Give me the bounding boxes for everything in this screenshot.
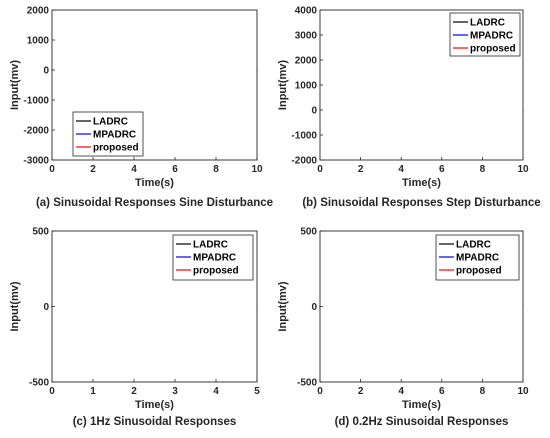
x-axis-label: Time(s) xyxy=(135,399,174,411)
x-tick-label: 0 xyxy=(317,164,323,175)
x-tick-label: 4 xyxy=(131,164,137,175)
y-tick-label: 1000 xyxy=(27,36,50,47)
x-axis-label: Time(s) xyxy=(402,177,441,189)
x-tick-label: 6 xyxy=(439,164,445,175)
y-tick-label: -3000 xyxy=(23,156,49,167)
x-tick-label: 10 xyxy=(251,164,263,175)
chart-panel-2: 0 2 4 6 8 10 -2000 -1000 0 1000 2000 3000 4000 Time(s… xyxy=(277,6,541,210)
y-tick-label: 0 xyxy=(311,106,317,117)
y-tick-label: 0 xyxy=(311,302,317,313)
legend-label-mpadrc: MPADRC xyxy=(93,130,136,141)
x-tick-label: 10 xyxy=(517,164,529,175)
x-tick-label: 5 xyxy=(254,386,260,397)
x-tick-label: 10 xyxy=(517,386,529,397)
y-tick-label: 2000 xyxy=(27,6,50,17)
x-axis-label: Time(s) xyxy=(135,177,174,189)
legend-label-ladrc: LADRC xyxy=(456,240,491,251)
legend: LADRC MPADRC proposed xyxy=(172,234,254,281)
y-tick-label: -2000 xyxy=(23,126,49,137)
legend-label-mpadrc: MPADRC xyxy=(470,31,513,42)
y-tick-label: 1000 xyxy=(295,81,318,92)
x-tick-label: 2 xyxy=(90,164,96,175)
y-tick-label: -2000 xyxy=(291,156,317,167)
legend-label-ladrc: LADRC xyxy=(93,117,128,128)
chart-caption: (c) 1Hz Sinusoidal Responses xyxy=(73,416,237,428)
y-tick-label: 500 xyxy=(32,227,49,238)
y-tick-label: -1000 xyxy=(23,96,49,107)
legend-label-proposed: proposed xyxy=(470,44,516,55)
y-axis-label: Input(mv) xyxy=(277,281,289,331)
x-tick-label: 1 xyxy=(90,386,96,397)
x-tick-label: 8 xyxy=(480,386,486,397)
legend-label-proposed: proposed xyxy=(456,266,502,277)
x-tick-label: 6 xyxy=(172,164,178,175)
y-tick-label: -1000 xyxy=(291,131,317,142)
x-tick-label: 0 xyxy=(49,164,55,175)
x-tick-label: 0 xyxy=(317,386,323,397)
legend-label-mpadrc: MPADRC xyxy=(456,253,499,264)
legend-label-proposed: proposed xyxy=(193,266,239,277)
y-axis-label: Input(mv) xyxy=(9,281,21,331)
x-tick-label: 4 xyxy=(398,164,404,175)
x-axis-label: Time(s) xyxy=(402,399,441,411)
y-tick-label: 0 xyxy=(43,66,49,77)
y-tick-label: 4000 xyxy=(295,6,318,17)
chart-panel-1: 0 2 4 6 8 10 -3000 -2000 -1000 0 1000 2000 Time(s) In… xyxy=(9,6,273,210)
legend: LADRC MPADRC proposed xyxy=(72,111,144,157)
legend-label-mpadrc: MPADRC xyxy=(193,253,236,264)
chart-caption: (d) 0.2Hz Sinusoidal Responses xyxy=(335,416,509,428)
legend: LADRC MPADRC proposed xyxy=(449,12,521,57)
y-tick-label: 0 xyxy=(43,302,49,313)
x-tick-label: 8 xyxy=(480,164,486,175)
y-tick-label: -500 xyxy=(297,378,317,389)
legend-label-ladrc: LADRC xyxy=(470,18,505,29)
x-tick-label: 2 xyxy=(131,386,137,397)
x-tick-label: 0 xyxy=(49,386,55,397)
y-tick-label: 500 xyxy=(300,227,317,238)
x-tick-label: 4 xyxy=(398,386,404,397)
x-tick-label: 2 xyxy=(358,164,364,175)
x-tick-label: 2 xyxy=(358,386,364,397)
x-tick-label: 6 xyxy=(439,386,445,397)
x-tick-label: 3 xyxy=(172,386,178,397)
legend: LADRC MPADRC proposed xyxy=(435,234,520,281)
y-tick-label: 3000 xyxy=(295,31,318,42)
y-tick-label: -500 xyxy=(29,378,49,389)
x-tick-label: 4 xyxy=(213,386,219,397)
x-tick-label: 8 xyxy=(213,164,219,175)
y-axis-label: Input(mv) xyxy=(277,60,289,110)
chart-caption: (a) Sinusoidal Responses Sine Disturbanc… xyxy=(36,197,273,209)
y-tick-label: 2000 xyxy=(295,56,318,67)
legend-label-proposed: proposed xyxy=(93,143,139,154)
y-axis-label: Input(mv) xyxy=(9,60,21,110)
chart-caption: (b) Sinusoidal Responses Step Disturbanc… xyxy=(302,197,540,209)
legend-label-ladrc: LADRC xyxy=(193,240,228,251)
